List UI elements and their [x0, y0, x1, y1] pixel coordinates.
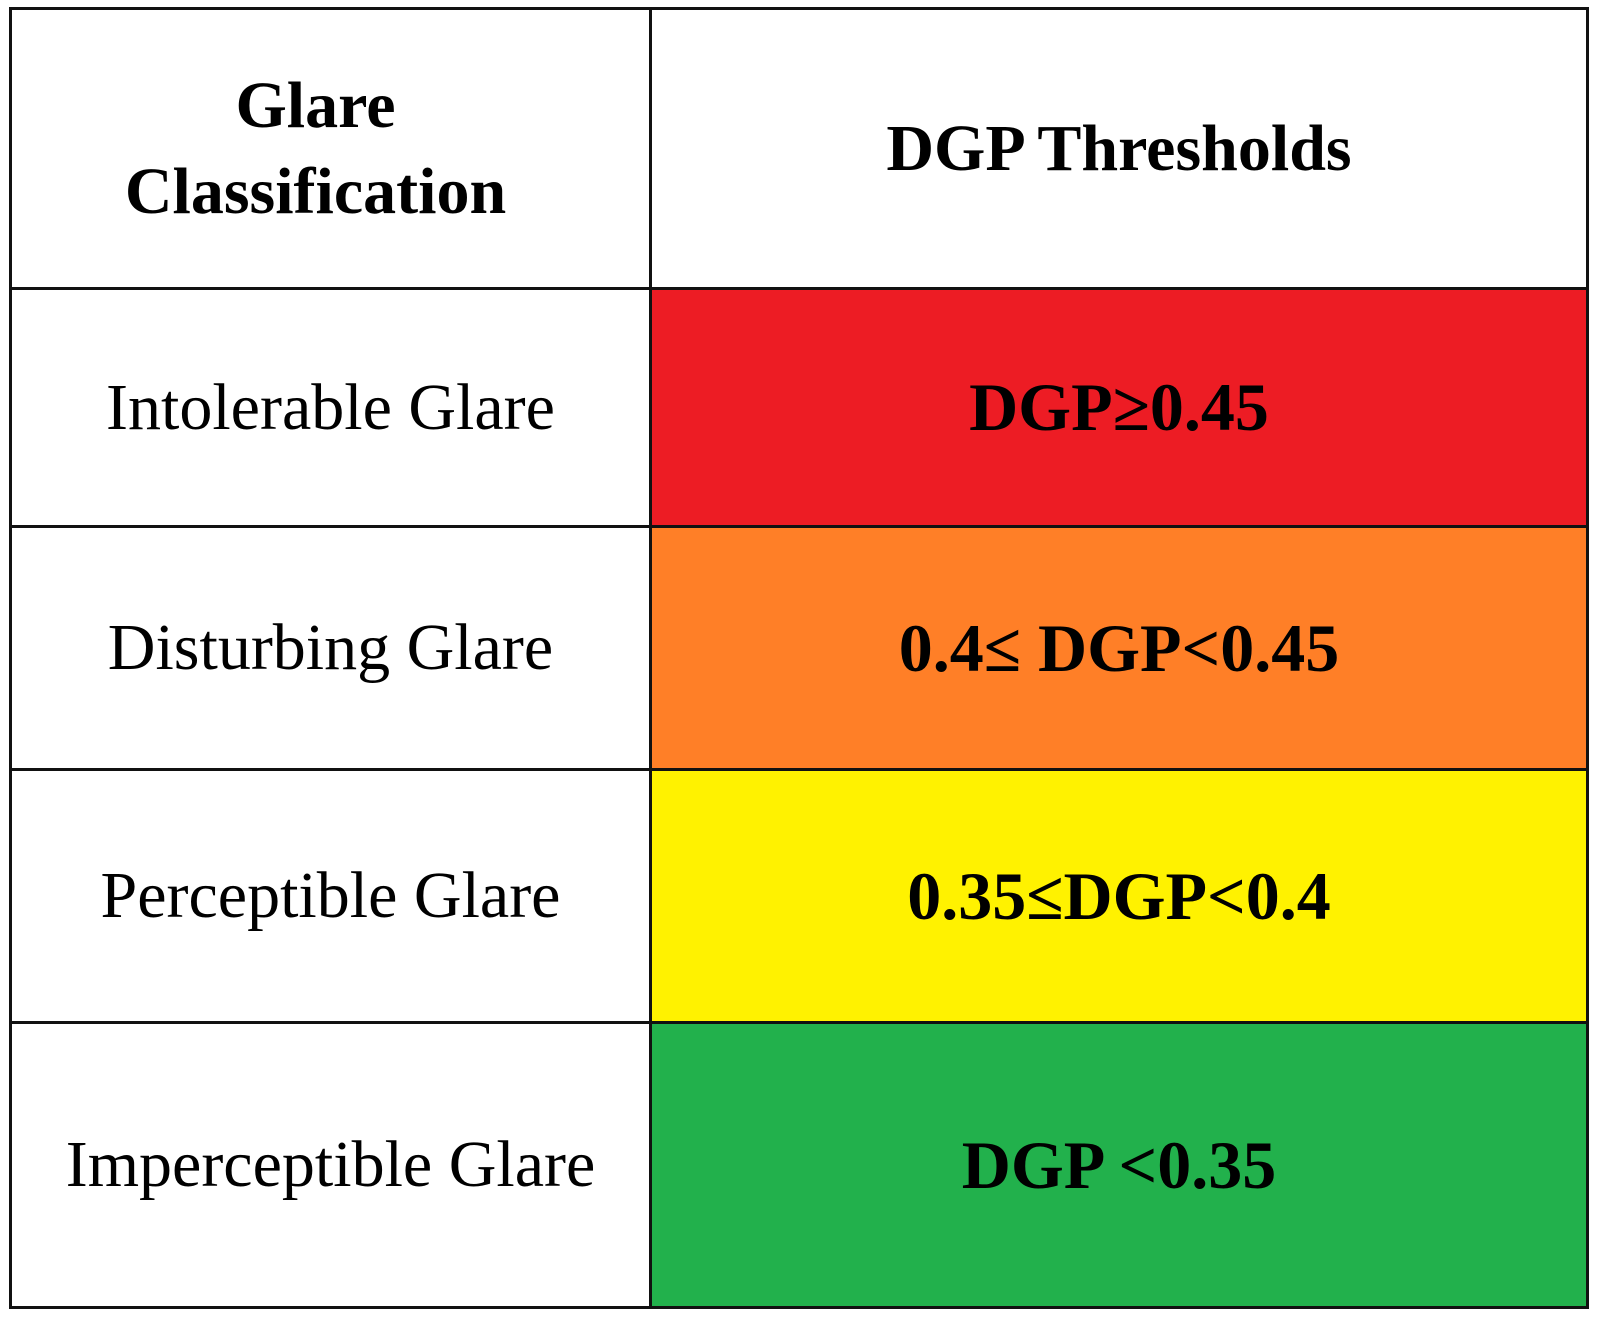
- classification-cell: Perceptible Glare: [12, 771, 649, 1021]
- classification-cell: Imperceptible Glare: [12, 1024, 649, 1306]
- classification-cell: Disturbing Glare: [12, 528, 649, 768]
- threshold-cell: DGP≥0.45: [652, 290, 1586, 525]
- classification-cell: Intolerable Glare: [12, 290, 649, 525]
- glare-table: Glare Classification DGP Thresholds Into…: [9, 7, 1589, 1309]
- column-header: DGP Thresholds: [652, 10, 1586, 287]
- threshold-cell: DGP <0.35: [652, 1024, 1586, 1306]
- threshold-cell: 0.4≤ DGP<0.45: [652, 528, 1586, 768]
- threshold-cell: 0.35≤DGP<0.4: [652, 771, 1586, 1021]
- column-header: Glare Classification: [12, 10, 649, 287]
